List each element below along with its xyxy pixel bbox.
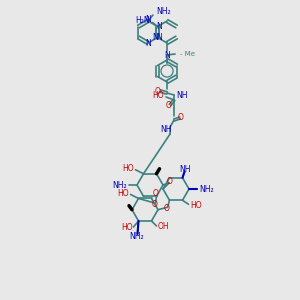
- Text: NH: NH: [176, 91, 188, 100]
- Text: NH: NH: [160, 125, 172, 134]
- Text: O: O: [178, 113, 184, 122]
- Text: O: O: [152, 200, 158, 209]
- Text: O: O: [164, 204, 169, 213]
- Text: HO: HO: [152, 92, 164, 100]
- Text: HO: HO: [122, 164, 134, 173]
- Text: NH₂: NH₂: [156, 8, 171, 16]
- Text: N: N: [157, 33, 162, 42]
- Text: NH₂: NH₂: [199, 184, 214, 194]
- Text: N: N: [145, 40, 151, 49]
- Text: N: N: [157, 22, 162, 31]
- Text: N: N: [164, 50, 170, 59]
- Text: O: O: [166, 100, 172, 109]
- Text: - Me: - Me: [180, 51, 195, 57]
- Text: H₂N: H₂N: [135, 16, 149, 25]
- Text: N: N: [145, 16, 151, 25]
- Text: HO: HO: [190, 201, 202, 210]
- Text: NH: NH: [180, 165, 191, 174]
- Text: O: O: [167, 178, 173, 187]
- Text: NH₂: NH₂: [112, 181, 127, 190]
- Text: O: O: [153, 189, 158, 198]
- Text: O: O: [155, 86, 161, 95]
- Text: HO: HO: [117, 189, 128, 198]
- Text: N: N: [153, 33, 158, 42]
- Text: OH: OH: [158, 223, 169, 232]
- Text: HO: HO: [121, 224, 133, 232]
- Text: NH₂: NH₂: [129, 232, 144, 242]
